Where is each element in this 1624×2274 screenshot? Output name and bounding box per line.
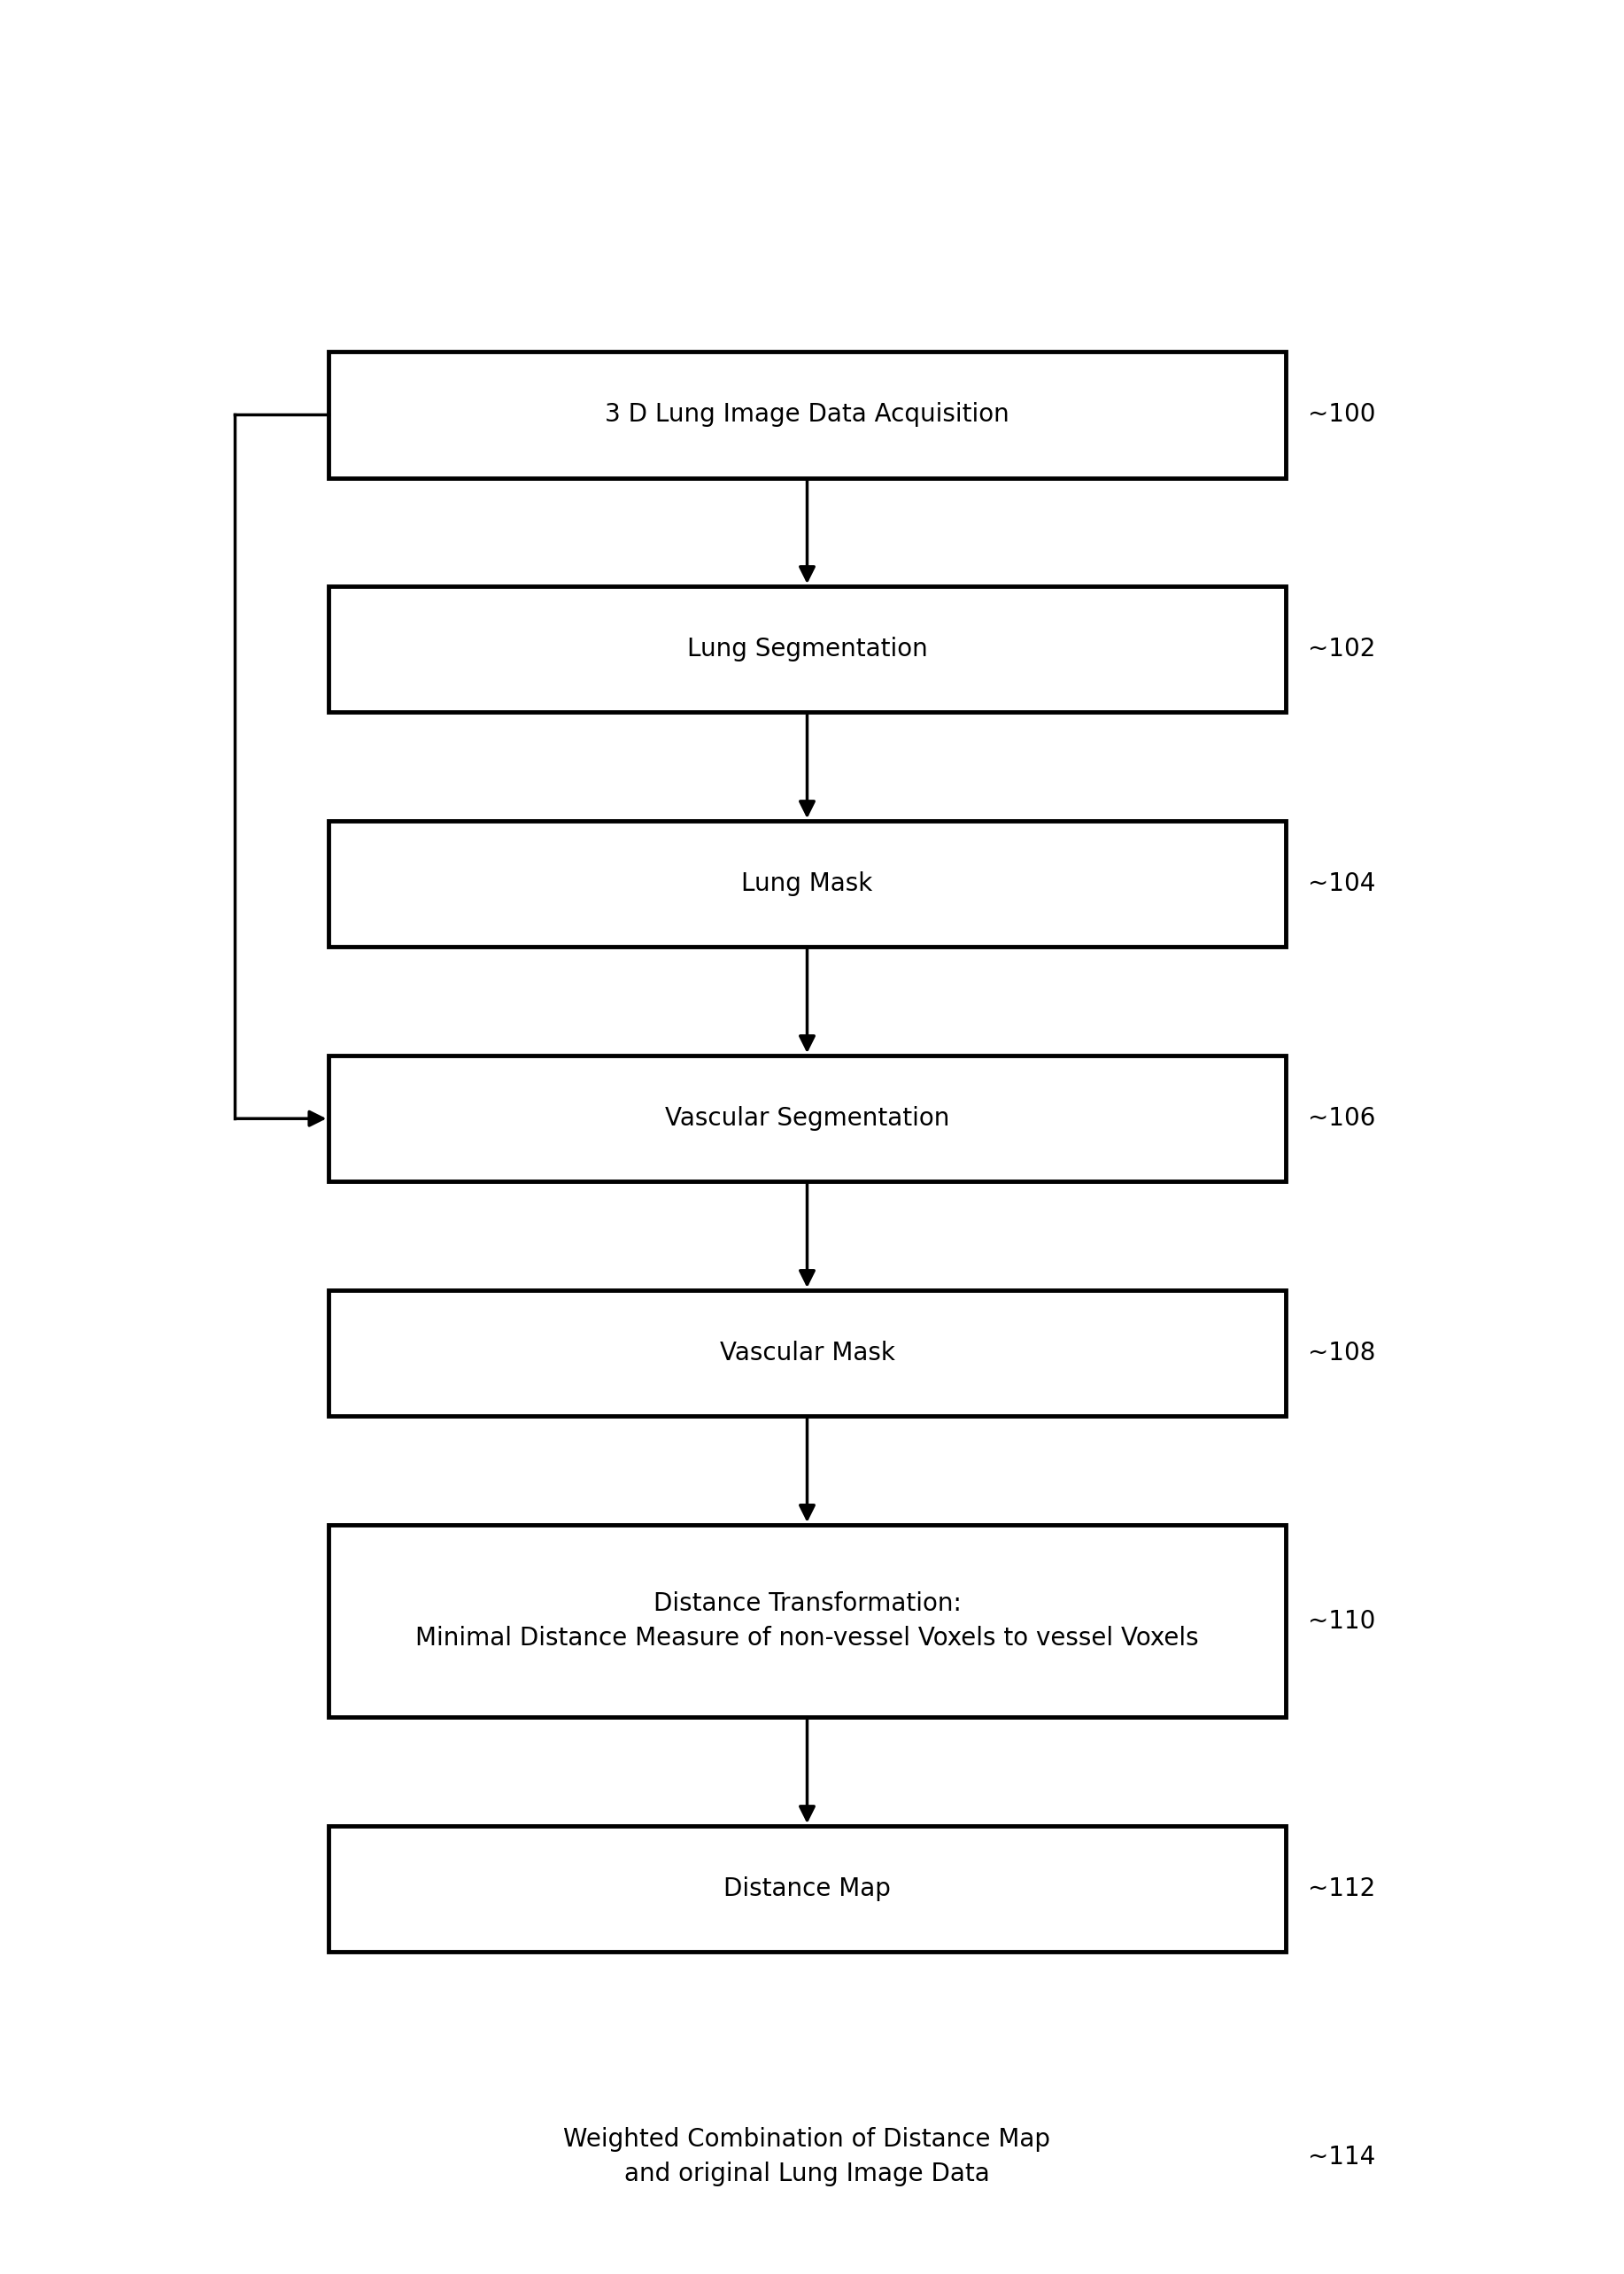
Text: Lung Segmentation: Lung Segmentation [687,637,927,662]
Text: ~110: ~110 [1307,1608,1376,1633]
Text: Vascular Segmentation: Vascular Segmentation [664,1105,950,1130]
FancyBboxPatch shape [328,587,1286,712]
Text: ~112: ~112 [1307,1876,1376,1901]
FancyBboxPatch shape [328,2060,1286,2254]
FancyBboxPatch shape [328,352,1286,478]
Text: ~114: ~114 [1307,2144,1376,2169]
Text: Distance Transformation:
Minimal Distance Measure of non-vessel Voxels to vessel: Distance Transformation: Minimal Distanc… [416,1592,1199,1651]
Text: 3 D Lung Image Data Acquisition: 3 D Lung Image Data Acquisition [604,402,1010,428]
Text: Distance Map: Distance Map [724,1876,890,1901]
FancyBboxPatch shape [328,1289,1286,1417]
Text: ~100: ~100 [1307,402,1376,428]
Text: Vascular Mask: Vascular Mask [719,1342,895,1367]
Text: Weighted Combination of Distance Map
and original Lung Image Data: Weighted Combination of Distance Map and… [564,2126,1051,2188]
Text: ~106: ~106 [1307,1105,1376,1130]
Text: ~102: ~102 [1307,637,1376,662]
Text: Lung Mask: Lung Mask [742,871,872,896]
Text: ~104: ~104 [1307,871,1376,896]
FancyBboxPatch shape [328,1826,1286,1951]
FancyBboxPatch shape [328,1526,1286,1717]
FancyBboxPatch shape [328,1055,1286,1182]
Text: ~108: ~108 [1307,1342,1376,1367]
FancyBboxPatch shape [328,821,1286,946]
